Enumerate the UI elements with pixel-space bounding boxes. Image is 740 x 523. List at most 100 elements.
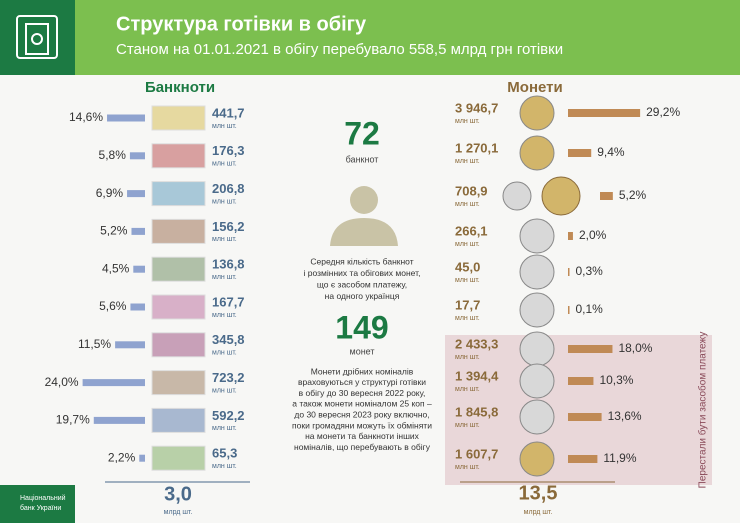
logo-line: банк України	[20, 504, 61, 512]
banknote-image	[151, 218, 206, 244]
share-bar	[129, 152, 145, 160]
share-bar	[139, 454, 145, 462]
share-label: 19,7%	[56, 413, 90, 427]
header-band	[0, 0, 740, 75]
header-icon-box	[0, 0, 75, 75]
banknote-image	[151, 143, 206, 169]
share-bar	[568, 109, 641, 117]
unit: млн шт.	[455, 241, 480, 248]
coin-image	[519, 95, 555, 131]
unit: млн шт.	[212, 274, 237, 281]
count: 592,2	[212, 408, 245, 423]
share-label: 4,5%	[102, 261, 130, 275]
note-line: номіналів, що перебувають в обігу	[294, 442, 431, 452]
coin-image	[519, 363, 555, 399]
share-bar	[568, 306, 570, 314]
coin-image	[519, 218, 555, 254]
unit: млн шт.	[212, 236, 237, 243]
banknotes-word: банкнот	[346, 154, 379, 164]
share-label: 18,0%	[618, 341, 652, 355]
share-bar	[107, 114, 145, 122]
share-bar	[130, 303, 145, 311]
count: 441,7	[212, 105, 245, 120]
coins-per-person: 149	[335, 309, 388, 345]
description-line: і розмінних та обігових монет,	[304, 268, 421, 278]
count: 3 946,7	[455, 100, 498, 115]
count: 1 270,1	[455, 140, 498, 155]
share-label: 11,5%	[78, 337, 111, 351]
logo-line: Національний	[20, 494, 66, 502]
coin-image	[519, 399, 555, 435]
count: 45,0	[455, 259, 480, 274]
share-bar	[568, 377, 594, 385]
share-bar	[568, 149, 592, 157]
count: 65,3	[212, 446, 237, 461]
share-label: 5,2%	[100, 224, 128, 238]
share-label: 6,9%	[96, 186, 124, 200]
count: 1 845,8	[455, 404, 498, 419]
share-bar	[568, 232, 573, 240]
banknotes-total-unit: млрд шт.	[164, 509, 193, 516]
share-bar	[115, 341, 145, 349]
coin-image	[541, 176, 581, 216]
coin-image	[519, 331, 555, 367]
note-line: а також монети номіналом 25 коп –	[292, 399, 432, 409]
description-line: на одного українця	[325, 291, 400, 301]
share-bar	[133, 265, 145, 273]
person-icon	[330, 186, 398, 246]
share-label: 2,0%	[579, 228, 607, 242]
count: 1 607,7	[455, 446, 498, 461]
share-bar	[568, 345, 613, 353]
atm-icon	[16, 15, 58, 59]
unit: млн шт.	[455, 354, 480, 361]
unit: млн шт.	[212, 161, 237, 168]
share-bar	[568, 268, 570, 276]
share-bar	[568, 413, 602, 421]
count: 708,9	[455, 183, 488, 198]
coins-total: 13,5	[519, 482, 558, 504]
unit: млн шт.	[455, 277, 480, 284]
share-label: 14,6%	[69, 110, 103, 124]
unit: млн шт.	[455, 201, 480, 208]
count: 206,8	[212, 181, 245, 196]
unit: млн шт.	[455, 464, 480, 471]
share-bar	[600, 192, 613, 200]
count: 723,2	[212, 370, 245, 385]
count: 17,7	[455, 297, 480, 312]
share-bar	[82, 379, 145, 387]
coins-title: Монети	[507, 79, 562, 96]
count: 136,8	[212, 257, 245, 272]
unit: млн шт.	[212, 198, 237, 205]
banknotes-total: 3,0	[164, 483, 192, 505]
count: 266,1	[455, 223, 488, 238]
share-label: 5,2%	[619, 188, 647, 202]
withdrawn-note: Перестали бути засобом платежу	[697, 332, 709, 489]
share-bar	[131, 227, 145, 235]
share-label: 0,3%	[576, 264, 604, 278]
share-label: 0,1%	[576, 302, 604, 316]
note-line: враховуються у структурі готівки	[298, 377, 426, 387]
share-bar	[568, 455, 598, 463]
unit: млн шт.	[455, 386, 480, 393]
note-line: Монети дрібних номіналів	[311, 366, 414, 376]
count: 167,7	[212, 294, 245, 309]
unit: млн шт.	[212, 123, 237, 130]
coin-image	[519, 254, 555, 290]
coin-image	[502, 181, 532, 211]
banknote-image	[151, 294, 206, 320]
share-label: 24,0%	[45, 375, 79, 389]
count: 156,2	[212, 219, 245, 234]
unit: млн шт.	[455, 158, 480, 165]
share-label: 5,6%	[99, 299, 127, 313]
banknotes-title: Банкноти	[145, 79, 215, 96]
share-bar	[127, 190, 145, 198]
description-line: Середня кількість банкнот	[310, 256, 413, 266]
unit: млн шт.	[455, 422, 480, 429]
share-label: 13,6%	[608, 409, 642, 423]
count: 345,8	[212, 332, 245, 347]
note-line: на монети та банкноти інших	[305, 431, 420, 441]
coin-image	[519, 292, 555, 328]
count: 176,3	[212, 143, 245, 158]
